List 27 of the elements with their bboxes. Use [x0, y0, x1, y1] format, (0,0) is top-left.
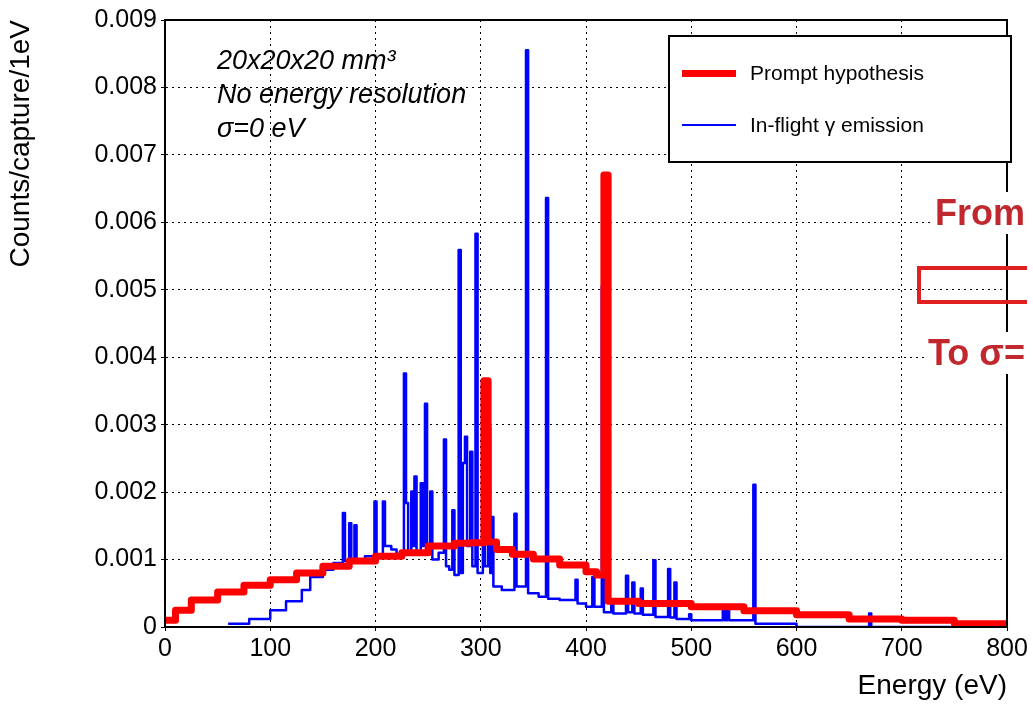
annotation: 20x20x20 mm³: [217, 44, 396, 76]
y-tick-label: 0.005: [94, 273, 157, 302]
y-tick-label: 0.008: [94, 71, 157, 100]
x-tick-label: 400: [565, 632, 607, 661]
x-tick-label: 100: [249, 632, 292, 661]
y-tick-label: 0.003: [94, 408, 157, 437]
x-tick-label: 600: [775, 632, 818, 661]
x-tick-label: 700: [880, 632, 923, 661]
annotation: From: [933, 192, 1027, 234]
x-tick-label: 200: [354, 632, 397, 661]
x-tick-label: 500: [670, 632, 713, 661]
y-tick-label: 0.006: [94, 206, 157, 235]
legend-label: In-flight γ emission: [750, 113, 924, 137]
legend-label: Prompt hypothesis: [750, 61, 924, 85]
annotation: No energy resolution: [217, 78, 467, 110]
annotation: To σ=: [926, 332, 1027, 374]
annotation: σ=0 eV: [217, 112, 305, 144]
x-axis-title: Energy (eV): [857, 668, 1007, 700]
y-tick-label: 0.009: [94, 3, 157, 32]
y-tick-label: 0.002: [94, 476, 157, 504]
y-axis-title: Counts/capture/1eV: [3, 19, 35, 268]
y-tick-label: 0.007: [94, 138, 157, 167]
y-tick-label: 0: [143, 610, 157, 639]
y-tick-label: 0.001: [94, 543, 157, 572]
x-tick-label: 800: [986, 632, 1028, 661]
x-tick-label: 300: [459, 632, 502, 661]
y-tick-label: 0.004: [94, 341, 158, 370]
